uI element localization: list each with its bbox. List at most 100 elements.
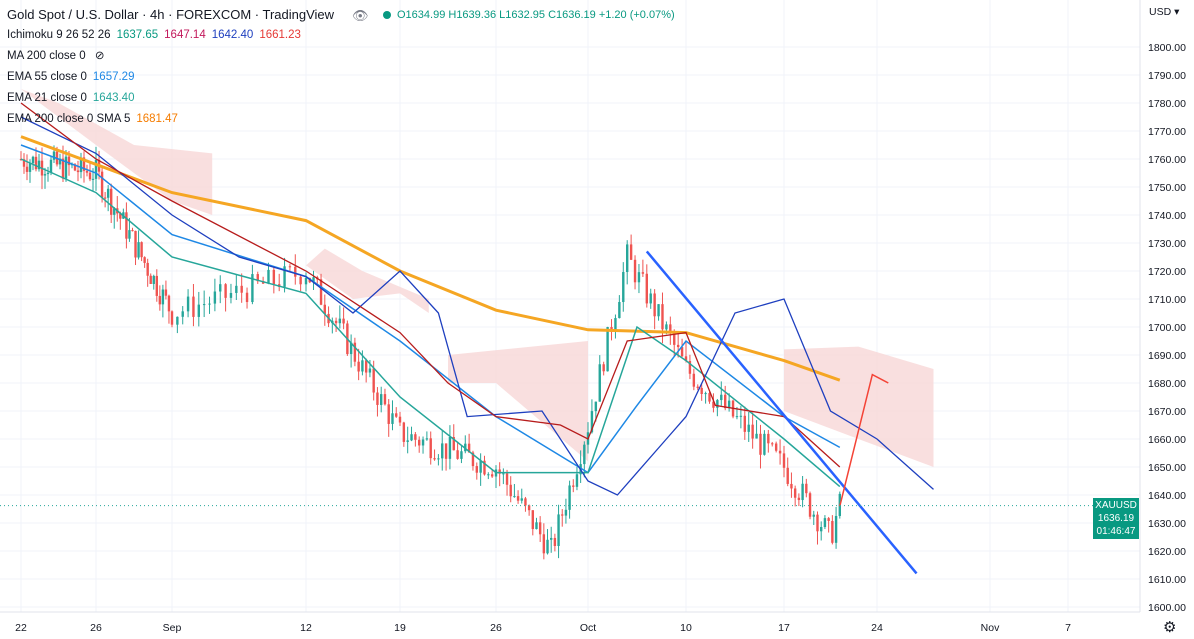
candle-body [364, 360, 368, 373]
candle-body [505, 473, 509, 485]
legend-value: 1642.40 [211, 29, 254, 41]
candle-body [684, 356, 688, 361]
candle-body [708, 393, 711, 402]
price-tick-label: 1640.00 [1148, 490, 1186, 502]
candle-body [119, 213, 122, 219]
candle-body [128, 230, 131, 239]
candle-body [797, 497, 801, 501]
candle-body [46, 172, 50, 175]
currency-selector[interactable]: USD ▾ [1149, 6, 1180, 18]
candle-body [583, 444, 586, 465]
cloud-segment [448, 341, 588, 462]
candle-body [622, 272, 625, 303]
candle-body [240, 285, 243, 293]
candle-body [498, 469, 501, 474]
candle-body [614, 318, 617, 332]
candle-body [564, 509, 568, 516]
time-tick-label: Sep [163, 622, 182, 634]
candle-body [700, 387, 703, 394]
time-axis[interactable]: 22 26 Sep 12 19 26 Oct 10 17 24 Nov 7 [0, 611, 1140, 634]
candle-body [739, 415, 743, 417]
candle-body [82, 157, 86, 171]
legend-row[interactable]: MA 200 close 0 ⊘ [7, 49, 104, 63]
candle-body [103, 197, 107, 199]
candle-body [368, 368, 372, 373]
candle-body [618, 302, 621, 319]
time-tick-label: 22 [15, 622, 27, 634]
candle-body [125, 212, 128, 239]
hidden-eye-icon[interactable]: ⊘ [91, 50, 105, 62]
candle-body [61, 158, 65, 179]
candle-body [467, 443, 471, 453]
symbol-title[interactable]: Gold Spot / U.S. Dollar · 4h · FOREXCOM … [7, 7, 335, 22]
cloud-segment [306, 248, 429, 313]
indicator-lines [0, 102, 1140, 575]
legend-value: 1637.65 [116, 29, 159, 41]
candle-body [602, 364, 605, 372]
projection-arrow [839, 373, 889, 507]
price-tick-label: 1680.00 [1148, 378, 1186, 390]
candle-body [85, 170, 89, 173]
candle-body [79, 157, 83, 173]
candle-body [158, 295, 162, 305]
price-tag-countdown: 01:46:47 [1096, 525, 1136, 537]
candle-body [831, 520, 834, 543]
candle-body [43, 174, 47, 176]
candle-body [395, 413, 398, 417]
chart-settings-gear-icon[interactable]: ⚙ [1163, 619, 1177, 636]
candle-body [509, 484, 512, 497]
candle-body [590, 411, 594, 433]
legend-row[interactable]: EMA 200 close 0 SMA 5 1681.47 [7, 112, 178, 126]
candle-body [747, 424, 750, 432]
candle-body [267, 269, 270, 284]
price-tick-label: 1670.00 [1148, 406, 1186, 418]
price-tick-label: 1730.00 [1148, 238, 1186, 250]
candle-body [110, 188, 113, 215]
candle-body [37, 160, 41, 170]
candle-body [58, 158, 62, 165]
candle-body [353, 342, 357, 362]
candle-body [812, 514, 815, 517]
legend-value: 1657.29 [92, 71, 135, 83]
candle-body [720, 394, 723, 401]
candle-body [531, 510, 534, 530]
legend-row[interactable]: EMA 21 close 0 1643.40 [7, 91, 134, 105]
candle-body [299, 276, 302, 285]
candle-body [28, 163, 32, 172]
candle-body [759, 433, 762, 455]
candle-body [452, 437, 455, 451]
candle-body [140, 242, 143, 258]
price-axis[interactable]: 1800.00 1790.00 1780.00 1770.00 1760.00 1750.… [1139, 0, 1186, 614]
candle-body [641, 272, 645, 274]
candle-body [134, 230, 137, 258]
candle-body [323, 304, 326, 314]
candle-body [568, 485, 571, 510]
candle-body [763, 433, 766, 455]
price-tick-label: 1600.00 [1148, 602, 1186, 614]
legend-row[interactable]: Ichimoku 9 26 52 26 1637.65 1647.14 1642.40… [7, 28, 301, 42]
candle-body [312, 277, 315, 283]
candle-body [235, 285, 238, 293]
ohlc-readout: O1634.99 H1639.36 L1632.95 C1636.19 +1.2… [397, 9, 675, 21]
candle-body [755, 433, 758, 439]
candle-body [437, 458, 440, 460]
candle-body [219, 284, 222, 292]
candle-body [402, 422, 406, 442]
candle-body [52, 151, 56, 160]
legend-row[interactable]: EMA 55 close 0 1657.29 [7, 70, 134, 84]
candle-body [735, 416, 739, 418]
series-line [20, 144, 841, 474]
candle-body [786, 467, 789, 484]
legend-indicator-name: MA 200 close 0 [7, 50, 86, 62]
candle-body [94, 159, 98, 179]
candle-body [398, 416, 402, 423]
candle-body [181, 311, 184, 317]
candle-body [653, 293, 656, 317]
candle-body [349, 342, 353, 355]
candle-body [167, 295, 171, 312]
price-tick-label: 1660.00 [1148, 434, 1186, 446]
candle-body [106, 188, 110, 198]
candle-body [444, 443, 448, 459]
visibility-eye-icon[interactable]: 👁 [352, 8, 369, 23]
